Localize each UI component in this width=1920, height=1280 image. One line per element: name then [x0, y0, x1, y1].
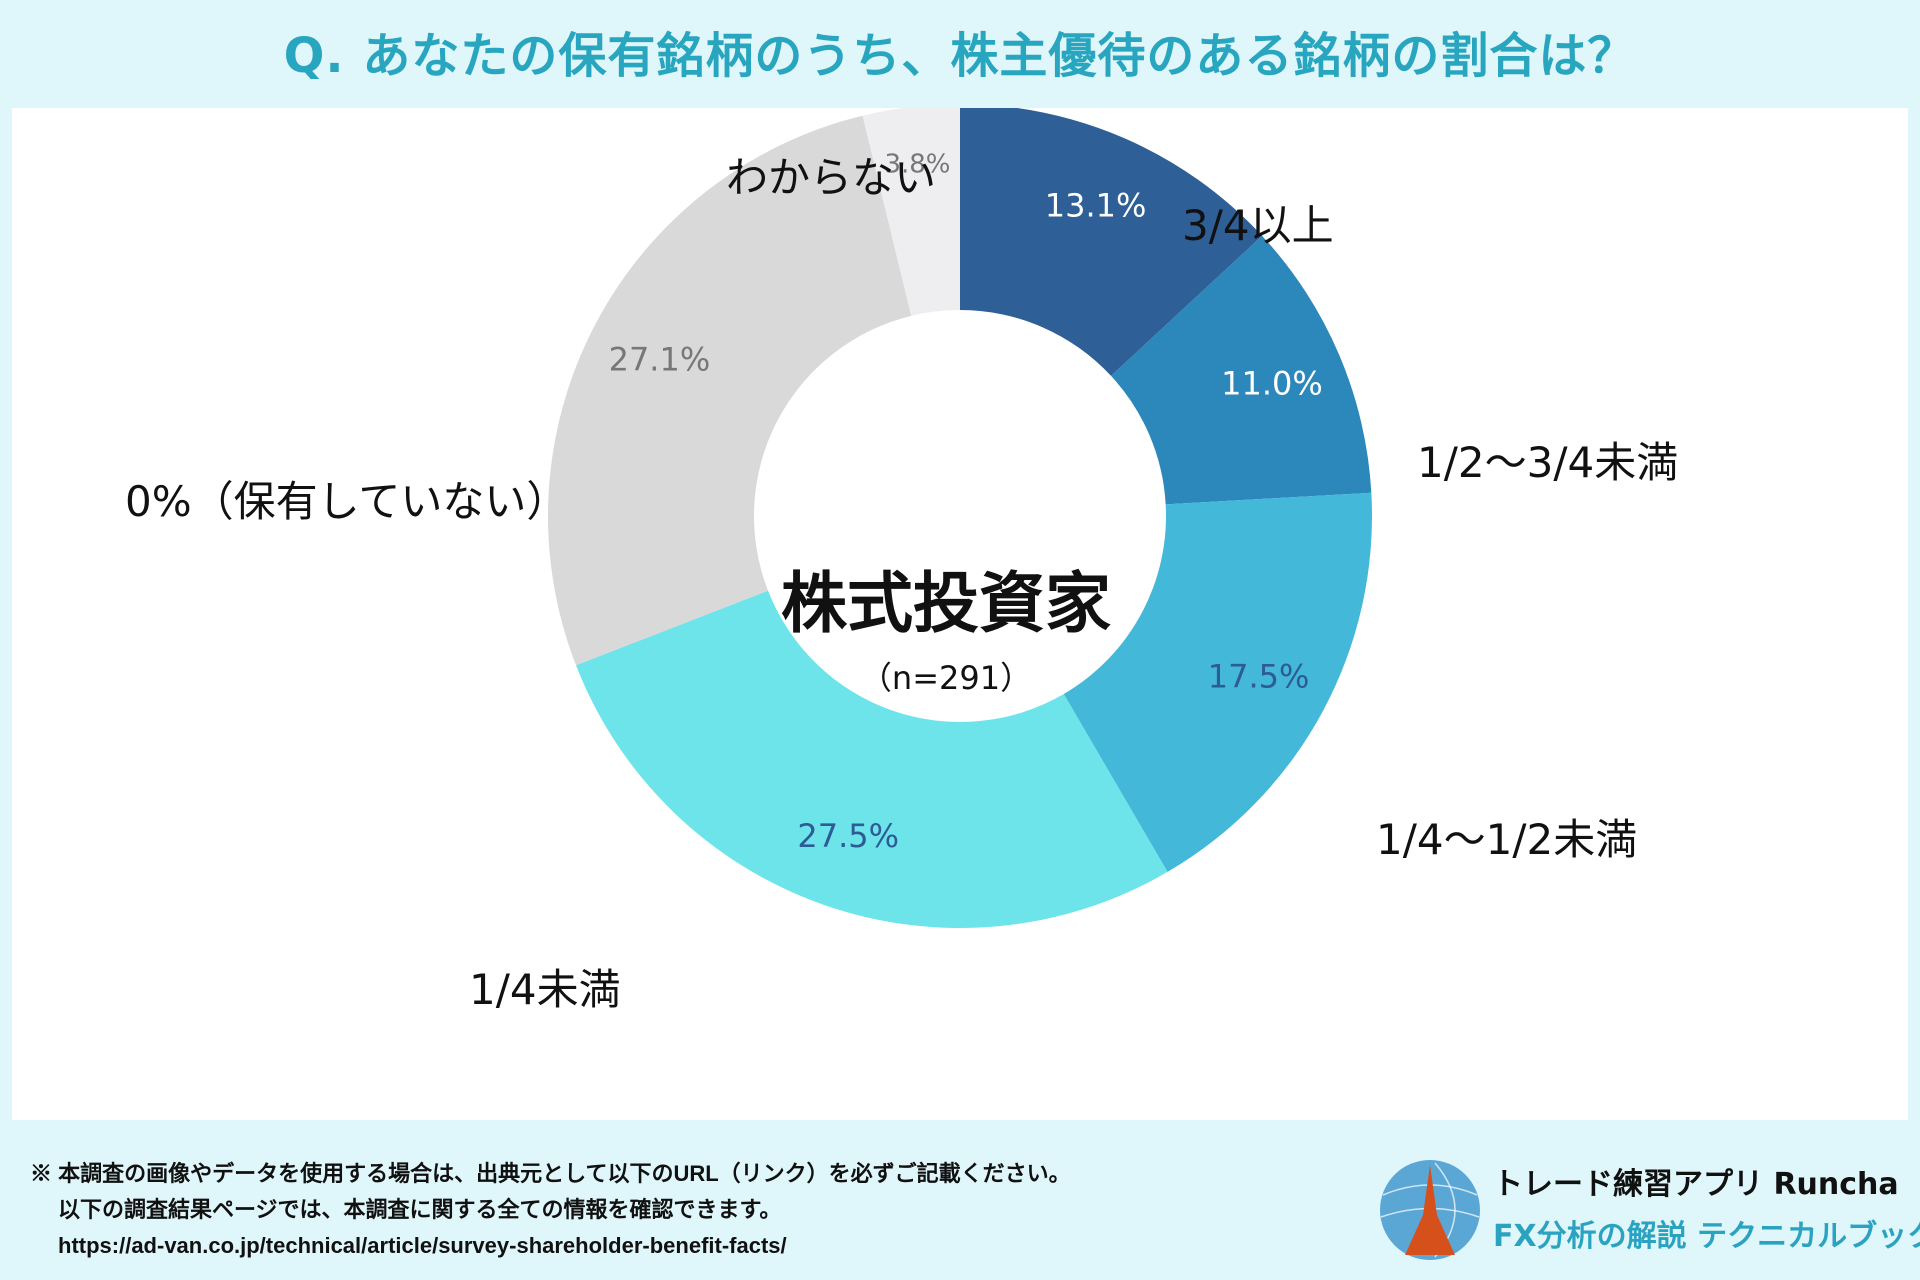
donut-slice — [1063, 492, 1372, 872]
donut-slice — [960, 108, 1263, 376]
donut-slice — [575, 590, 1168, 929]
slice-value-label: 27.5% — [797, 817, 899, 855]
donut-slice — [548, 115, 912, 666]
usage-note-line1: ※ 本調査の画像やデータを使用する場合は、出典元として以下のURL（リンク）を必… — [30, 1161, 1071, 1186]
slice-value-label: 13.1% — [1045, 186, 1147, 224]
slice-value-label: 11.0% — [1221, 364, 1323, 402]
chart-title: Q. あなたの保有銘柄のうち、株主優待のある銘柄の割合は？ — [283, 28, 1637, 84]
slice-category-label: 0%（保有していない） — [125, 477, 568, 526]
donut-slice — [1111, 235, 1372, 505]
center-sample-size: （n=291） — [860, 659, 1032, 697]
slice-category-label: 1/4〜1/2未満 — [1376, 815, 1637, 864]
donut-slice — [862, 108, 960, 316]
slice-value-label: 17.5% — [1208, 658, 1310, 696]
usage-note: ※ 本調査の画像やデータを使用する場合は、出典元として以下のURL（リンク）を必… — [30, 1156, 1330, 1264]
donut-slices — [548, 108, 1372, 929]
brand-tagline: FX分析の解説 テクニカルブック — [1493, 1219, 1920, 1254]
value-labels: 13.1% 11.0% 17.5% 27.5% 27.1% 3.8% — [609, 150, 1323, 855]
slice-category-label: わからない — [726, 153, 936, 202]
center-title: 株式投資家 — [781, 565, 1111, 642]
slice-category-label: 1/4未満 — [469, 965, 621, 1014]
category-labels: 3/4以上 1/2〜3/4未満 1/4〜1/2未満 1/4未満 0%（保有していない） わ… — [125, 153, 1678, 1014]
chart-panel: 13.1% 11.0% 17.5% 27.5% 27.1% 3.8% 3/4以上 1/2〜3… — [12, 108, 1908, 1120]
runcha-logo-icon — [1380, 1160, 1480, 1260]
slice-value-label: 27.1% — [609, 340, 711, 378]
slice-value-label: 3.8% — [884, 150, 950, 180]
slice-category-label: 3/4以上 — [1182, 201, 1334, 250]
source-url[interactable]: https://ad-van.co.jp/technical/article/s… — [58, 1233, 787, 1258]
usage-note-line2: 以下の調査結果ページでは、本調査に関する全ての情報を確認できます。 — [58, 1197, 782, 1222]
brand-block: トレード練習アプリ Runcha FX分析の解説 テクニカルブック — [1375, 1155, 1920, 1265]
donut-chart: 13.1% 11.0% 17.5% 27.5% 27.1% 3.8% 3/4以上 1/2〜3… — [125, 108, 1678, 1014]
brand-app-name: トレード練習アプリ Runcha — [1493, 1167, 1899, 1202]
slice-category-label: 1/2〜3/4未満 — [1417, 438, 1678, 487]
